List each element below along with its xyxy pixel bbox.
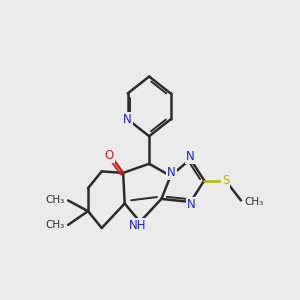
Text: N: N <box>123 113 132 126</box>
Text: CH₃: CH₃ <box>45 220 64 230</box>
Text: N: N <box>167 167 176 179</box>
Text: O: O <box>105 149 114 162</box>
Text: CH₃: CH₃ <box>244 197 264 207</box>
Text: NH: NH <box>129 219 146 232</box>
Text: N: N <box>187 198 195 211</box>
Text: S: S <box>222 174 229 187</box>
Text: CH₃: CH₃ <box>45 195 64 206</box>
Text: N: N <box>186 150 195 163</box>
